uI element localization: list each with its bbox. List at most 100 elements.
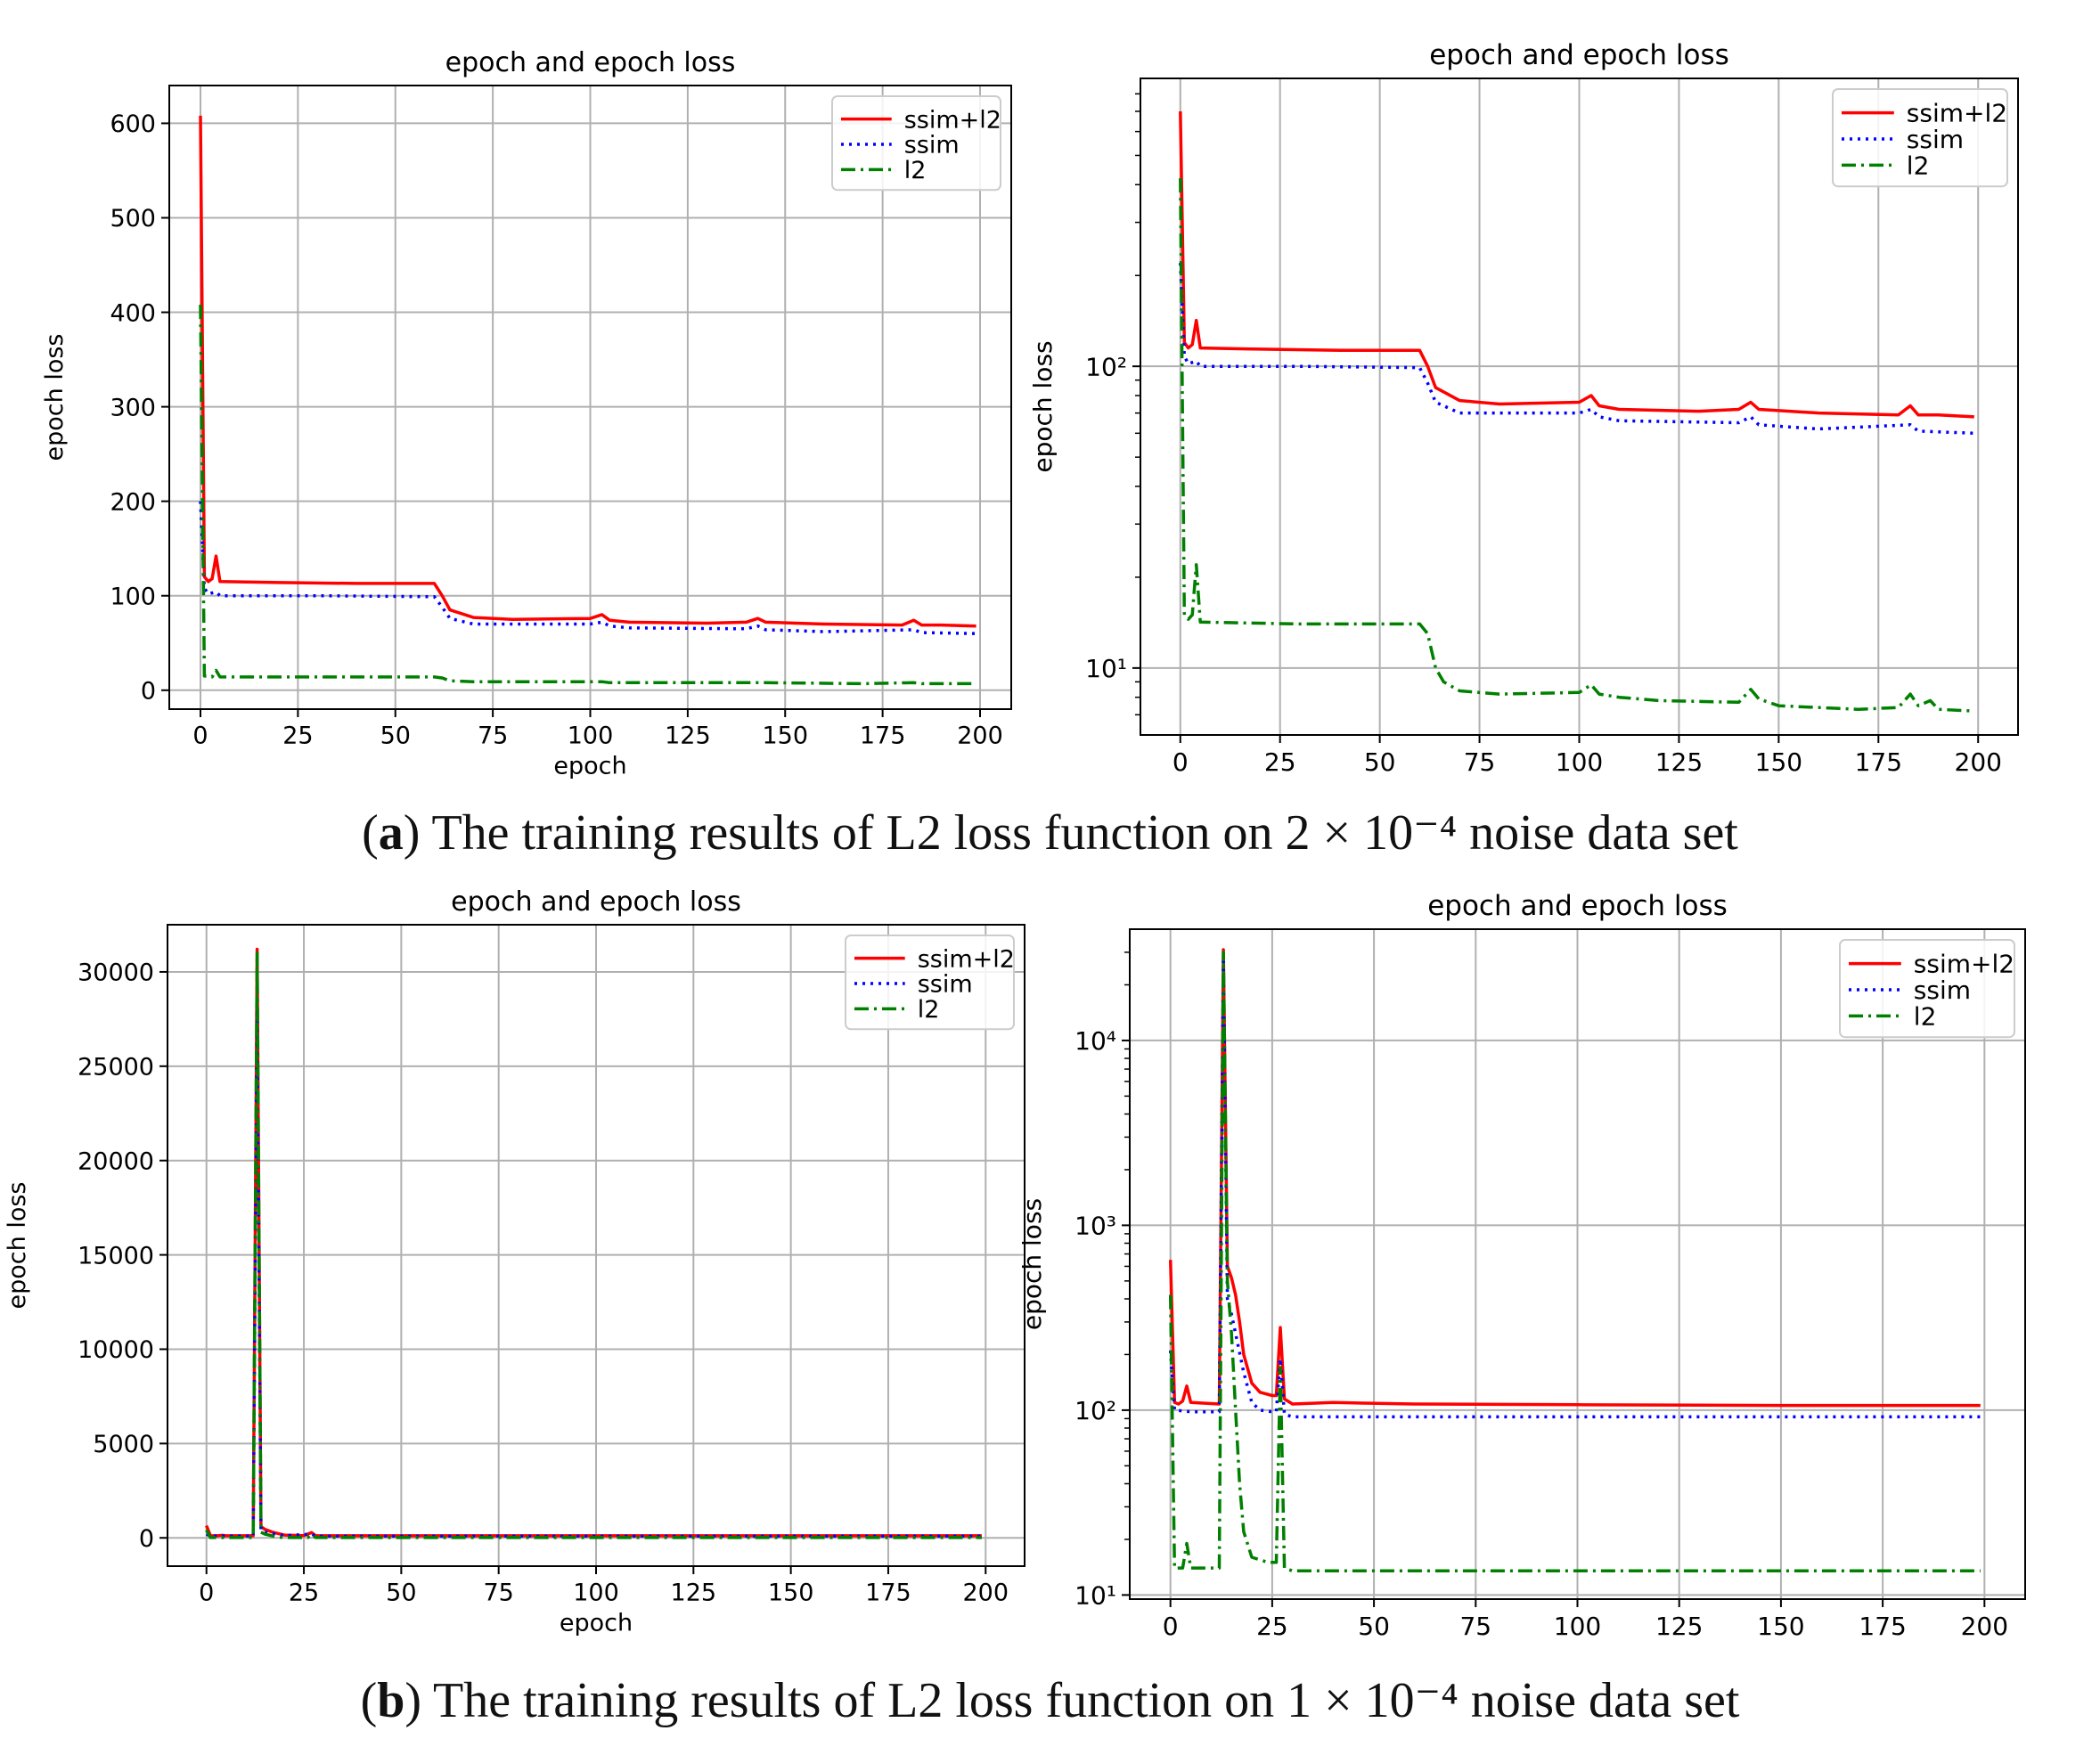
x-tick-label: 75 [478, 722, 508, 750]
x-tick-label: 0 [1173, 747, 1189, 777]
caption-b-letter: b [377, 1673, 405, 1728]
x-tick-label: 175 [860, 722, 906, 750]
caption-a: (a) The training results of L2 loss func… [362, 805, 1738, 861]
x-tick-label: 25 [282, 722, 313, 750]
x-tick-label: 175 [865, 1580, 911, 1607]
y-tick-label: 15000 [78, 1242, 154, 1269]
y-tick-label: 0 [139, 1525, 154, 1553]
y-tick-label: 25000 [78, 1054, 154, 1082]
series-line-ssim-l2 [199, 115, 976, 628]
chart-b-linear: 0 25 50 75 100 125 150 175 200 0 5000 10000 15000 200… [4, 886, 1025, 1637]
chart-title: epoch and epoch loss [451, 886, 741, 918]
legend-label: ssim+l2 [1914, 950, 2014, 979]
legend-label: ssim [918, 971, 973, 999]
x-tick-label: 100 [1556, 747, 1603, 777]
y-tick-label: 10² [1075, 1396, 1116, 1425]
chart-title: epoch and epoch loss [1427, 890, 1728, 922]
legend-label: ssim [904, 132, 960, 159]
y-tick-label: 10³ [1075, 1211, 1116, 1240]
x-tick-label: 75 [1459, 1612, 1491, 1641]
x-tick-label: 200 [1961, 1612, 2008, 1641]
y-tick-label: 10000 [78, 1336, 154, 1364]
legend-label: ssim [1914, 976, 1971, 1005]
caption-a-text: The training results of L2 loss function… [431, 805, 1738, 861]
chart-a-linear: 0 25 50 75 100 125 150 175 200 0 100 200 300 400 500 60… [41, 47, 1012, 780]
chart-b-log: 0 25 50 75 100 125 150 175 200 10¹ 10² 10³ 10⁴ epoch … [1017, 890, 2026, 1641]
x-tick-label: 125 [1655, 1612, 1703, 1641]
x-tick-label: 50 [380, 722, 411, 750]
x-tick-label: 100 [573, 1580, 619, 1607]
x-tick-label: 100 [1554, 1612, 1601, 1641]
y-axis-label: epoch loss [1028, 340, 1058, 472]
caption-a-letter: a [378, 805, 404, 861]
legend-label: l2 [1914, 1001, 1937, 1031]
series-line-ssim-l2 [1168, 948, 1981, 1408]
y-axis-label: epoch loss [41, 334, 69, 461]
y-axis-label: epoch loss [1017, 1198, 1047, 1330]
y-tick-label: 400 [110, 299, 156, 327]
series-line-l2 [205, 951, 982, 1539]
series-line-l2 [1179, 178, 1974, 713]
x-tick-label: 150 [768, 1580, 814, 1607]
x-tick-label: 200 [962, 1580, 1009, 1607]
caption-b: (b) The training results of L2 loss func… [360, 1673, 1740, 1728]
y-tick-label: 10¹ [1075, 1580, 1116, 1610]
x-tick-label: 50 [1358, 1612, 1390, 1641]
x-axis-label: epoch [553, 752, 626, 780]
y-tick-label: 600 [110, 110, 156, 138]
legend-label: ssim+l2 [904, 106, 1001, 134]
chart-title: epoch and epoch loss [1429, 39, 1729, 71]
y-tick-label: 20000 [78, 1147, 154, 1175]
y-tick-label: 100 [110, 583, 156, 610]
x-tick-label: 75 [1464, 747, 1496, 777]
series-line-l2 [1168, 951, 1981, 1573]
y-tick-label: 10² [1085, 352, 1127, 381]
y-tick-label: 10¹ [1085, 654, 1127, 683]
chart-title: epoch and epoch loss [445, 47, 736, 78]
x-tick-label: 0 [1163, 1612, 1179, 1641]
y-tick-label: 200 [110, 488, 156, 516]
x-tick-label: 125 [671, 1580, 717, 1607]
y-tick-label: 10⁴ [1075, 1026, 1116, 1056]
series-line-ssim [205, 1008, 982, 1538]
legend-label: ssim+l2 [918, 945, 1015, 973]
x-tick-label: 175 [1859, 1612, 1906, 1641]
y-tick-label: 30000 [78, 959, 154, 987]
series-line-ssim [1179, 263, 1974, 436]
legend-label: ssim+l2 [1907, 99, 2007, 128]
legend-label: ssim [1907, 125, 1964, 154]
x-tick-label: 75 [484, 1580, 514, 1607]
x-tick-label: 0 [199, 1580, 214, 1607]
x-tick-label: 125 [1655, 747, 1703, 777]
y-axis-label: epoch loss [4, 1182, 31, 1310]
caption-b-text: The training results of L2 loss function… [433, 1673, 1740, 1728]
x-tick-label: 25 [1256, 1612, 1288, 1641]
x-tick-label: 50 [1364, 747, 1396, 777]
x-tick-label: 200 [1955, 747, 2002, 777]
x-tick-label: 125 [665, 722, 711, 750]
x-tick-label: 175 [1855, 747, 1902, 777]
y-tick-label: 300 [110, 394, 156, 421]
x-tick-label: 25 [289, 1580, 319, 1607]
y-tick-label: 0 [141, 678, 156, 706]
x-tick-label: 0 [192, 722, 208, 750]
x-tick-label: 150 [1757, 1612, 1804, 1641]
legend-label: l2 [904, 157, 927, 184]
legend-label: l2 [918, 996, 940, 1024]
x-axis-label: epoch [560, 1609, 633, 1637]
x-tick-label: 150 [762, 722, 808, 750]
chart-a-log: 0 25 50 75 100 125 150 175 200 10¹ 10² epoch and ep… [1028, 39, 2019, 777]
legend-label: l2 [1907, 151, 1930, 180]
series-line-ssim-l2 [205, 947, 982, 1538]
series-line-l2 [199, 305, 976, 686]
series-line-ssim [199, 501, 976, 635]
series-line-ssim-l2 [1179, 110, 1974, 419]
x-tick-label: 25 [1264, 747, 1296, 777]
y-tick-label: 500 [110, 205, 156, 233]
x-tick-label: 150 [1755, 747, 1802, 777]
x-tick-label: 100 [568, 722, 614, 750]
